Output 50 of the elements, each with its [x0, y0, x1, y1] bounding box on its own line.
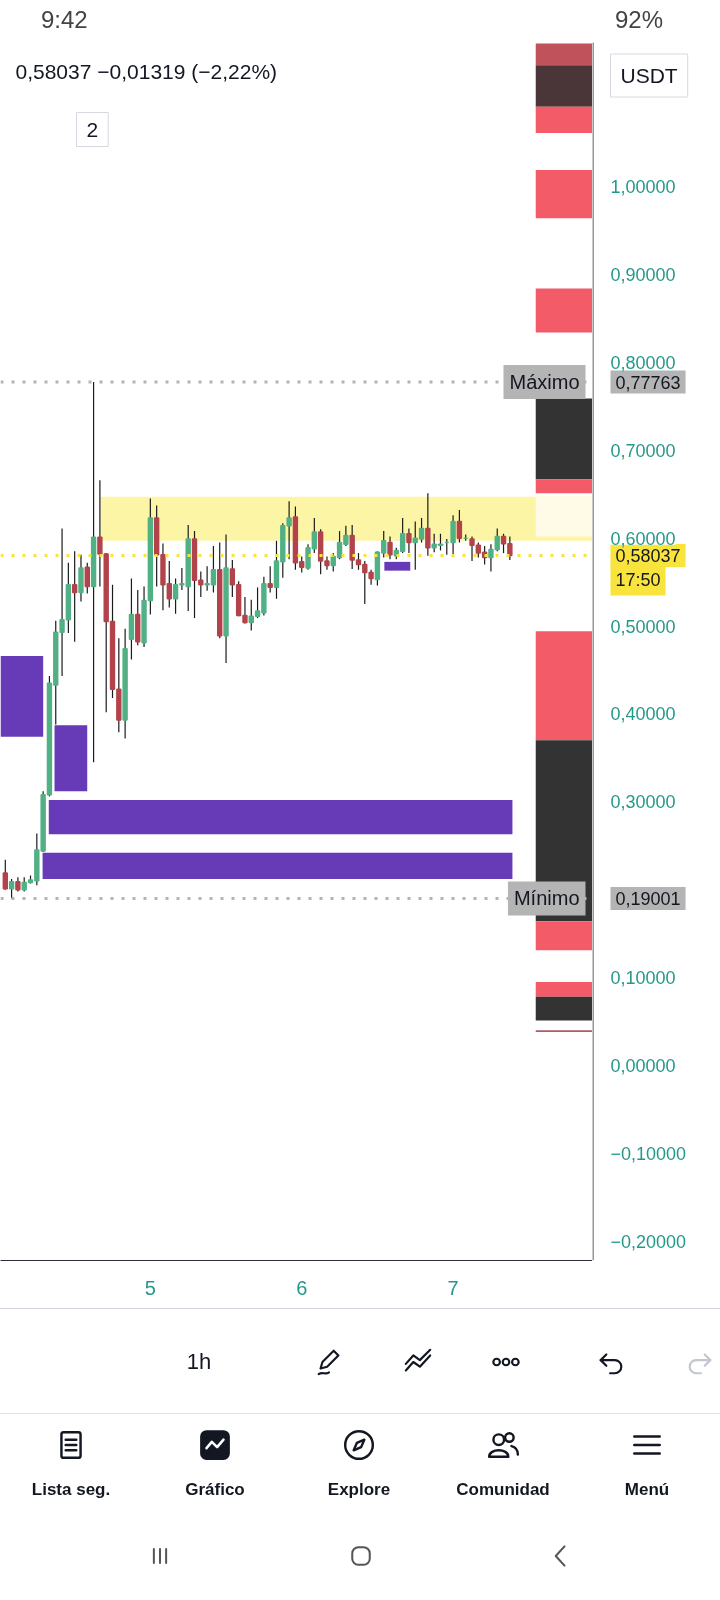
- text: 17:50: [615, 570, 661, 591]
- bar: [535, 479, 592, 494]
- candlestick: [8, 878, 15, 900]
- bar: [535, 65, 592, 107]
- y-tick-label: 0,50000: [610, 616, 676, 637]
- bar: [535, 496, 592, 537]
- candlestick: [84, 562, 90, 595]
- ref-line-label: Máximo: [509, 371, 580, 394]
- text: Comunidad: [456, 1478, 550, 1501]
- bar: [535, 43, 592, 66]
- x-tick-label: 7: [447, 1276, 459, 1299]
- candlestick: [387, 535, 393, 560]
- text: 9:42: [41, 4, 88, 35]
- y-tick-label: 0,70000: [610, 440, 676, 461]
- y-tick-label: 0,10000: [610, 968, 676, 989]
- annotation: 2: [86, 117, 99, 141]
- text: Menú: [624, 1478, 670, 1501]
- candlestick: [406, 527, 412, 554]
- candlestick: [267, 565, 273, 594]
- bar: [535, 631, 592, 741]
- candlestick: [2, 859, 8, 891]
- text: Gráfico: [185, 1478, 245, 1501]
- y-tick-label: −0,20000: [610, 1231, 687, 1252]
- text: 92%: [614, 4, 663, 35]
- y-tick-label: 0,77763: [615, 372, 681, 393]
- y-tick-label: −0,10000: [610, 1143, 687, 1164]
- x-tick-label: 6: [296, 1276, 308, 1299]
- y-tick-label: 0,60000: [610, 528, 676, 549]
- candlestick: [425, 492, 431, 557]
- candlestick: [71, 550, 78, 643]
- y-tick-label: 1,00000: [610, 177, 676, 198]
- bar: [535, 106, 592, 134]
- text: USDT: [620, 64, 678, 87]
- y-tick-label: 0,00000: [610, 1055, 676, 1076]
- y-tick-label: 0,19001: [615, 888, 681, 909]
- y-tick-label: 0,40000: [610, 704, 676, 725]
- ref-line-label: Mínimo: [513, 887, 580, 910]
- bar: [535, 288, 592, 333]
- text: Lista seg.: [31, 1478, 111, 1501]
- bar: [535, 921, 592, 951]
- text: 0,58037 −0,01319 (−2,22%): [15, 60, 278, 83]
- x-tick-label: 5: [144, 1276, 156, 1299]
- bar: [535, 981, 592, 997]
- text: 1h: [186, 1348, 212, 1377]
- y-tick-label: 0,90000: [610, 265, 676, 285]
- candlestick: [456, 509, 463, 544]
- bar: [535, 169, 592, 219]
- y-tick-label: 0,80000: [610, 352, 676, 373]
- y-tick-label: 0,30000: [610, 792, 676, 813]
- text: Explore: [327, 1478, 391, 1501]
